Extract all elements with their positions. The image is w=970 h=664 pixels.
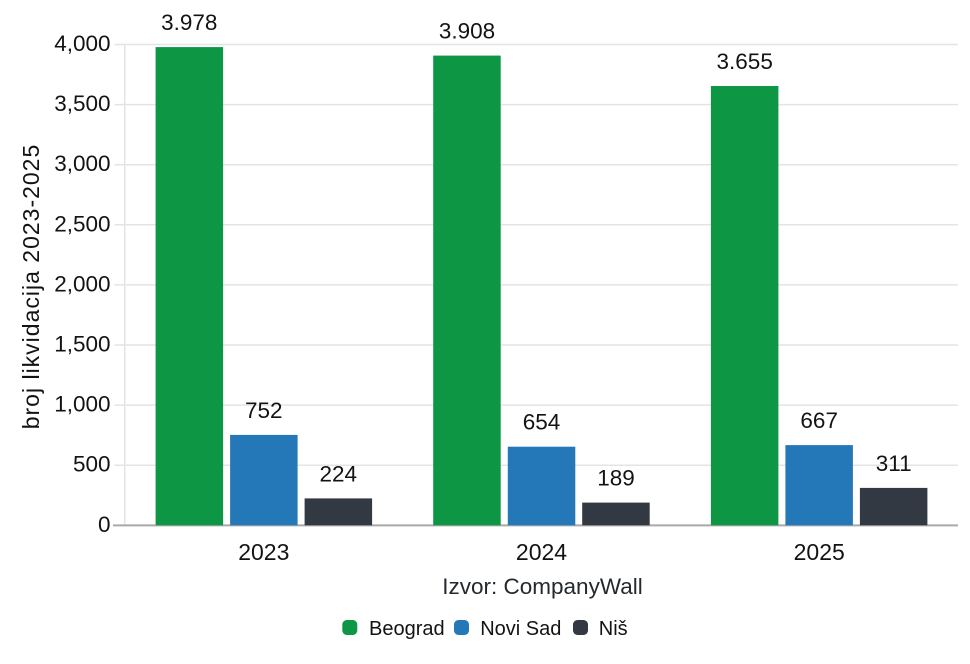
svg-text:2024: 2024 [516,539,567,565]
svg-text:Novi Sad: Novi Sad [480,618,561,640]
svg-text:2023: 2023 [238,539,289,565]
svg-text:Niš: Niš [599,618,628,640]
svg-text:1,500: 1,500 [54,332,110,357]
svg-text:752: 752 [245,398,283,423]
svg-text:3.908: 3.908 [439,19,495,44]
svg-text:3,500: 3,500 [54,91,110,116]
svg-text:500: 500 [73,452,111,477]
svg-text:1,000: 1,000 [54,392,110,417]
svg-text:311: 311 [876,451,912,476]
svg-text:654: 654 [523,410,561,435]
svg-text:broj likvidacija 2023-2025: broj likvidacija 2023-2025 [18,144,44,430]
svg-text:3.978: 3.978 [161,10,217,35]
svg-text:2,500: 2,500 [54,211,110,236]
svg-text:224: 224 [320,461,358,486]
svg-text:Izvor: CompanyWall: Izvor: CompanyWall [442,574,642,599]
svg-text:2025: 2025 [794,539,845,565]
svg-text:3,000: 3,000 [54,151,110,176]
svg-text:189: 189 [597,466,635,491]
svg-text:4,000: 4,000 [54,31,110,56]
svg-text:Beograd: Beograd [369,618,445,640]
svg-text:0: 0 [98,512,111,537]
svg-text:3.655: 3.655 [717,49,773,74]
svg-text:667: 667 [800,408,838,433]
svg-text:2,000: 2,000 [54,271,110,296]
